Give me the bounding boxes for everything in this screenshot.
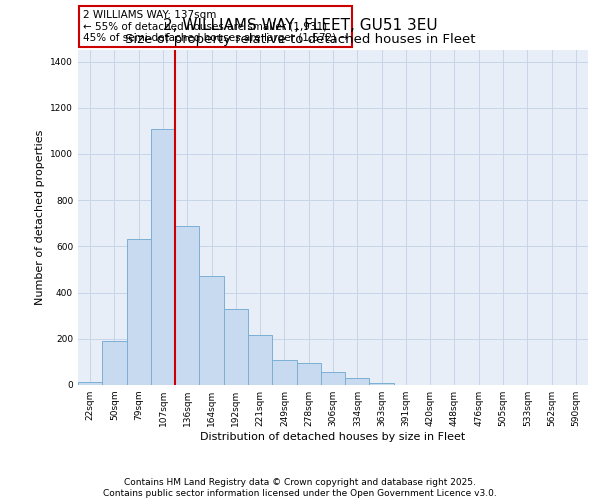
Bar	[78, 382, 102, 385]
Bar	[272, 360, 296, 385]
Bar	[248, 336, 272, 385]
Bar	[370, 382, 394, 385]
Text: Contains HM Land Registry data © Crown copyright and database right 2025.
Contai: Contains HM Land Registry data © Crown c…	[103, 478, 497, 498]
Bar	[127, 240, 151, 385]
X-axis label: Distribution of detached houses by size in Fleet: Distribution of detached houses by size …	[200, 432, 466, 442]
Bar	[199, 276, 224, 385]
Text: Size of property relative to detached houses in Fleet: Size of property relative to detached ho…	[125, 32, 475, 46]
Bar	[296, 363, 321, 385]
Bar	[102, 341, 127, 385]
Bar	[224, 309, 248, 385]
Bar	[175, 226, 199, 385]
Bar	[321, 372, 345, 385]
Bar	[345, 378, 370, 385]
Bar	[151, 128, 175, 385]
Text: 2, WILLIAMS WAY, FLEET, GU51 3EU: 2, WILLIAMS WAY, FLEET, GU51 3EU	[163, 18, 437, 32]
Text: 2 WILLIAMS WAY: 137sqm
← 55% of detached houses are smaller (1,931)
45% of semi-: 2 WILLIAMS WAY: 137sqm ← 55% of detached…	[83, 10, 348, 43]
Y-axis label: Number of detached properties: Number of detached properties	[35, 130, 44, 305]
